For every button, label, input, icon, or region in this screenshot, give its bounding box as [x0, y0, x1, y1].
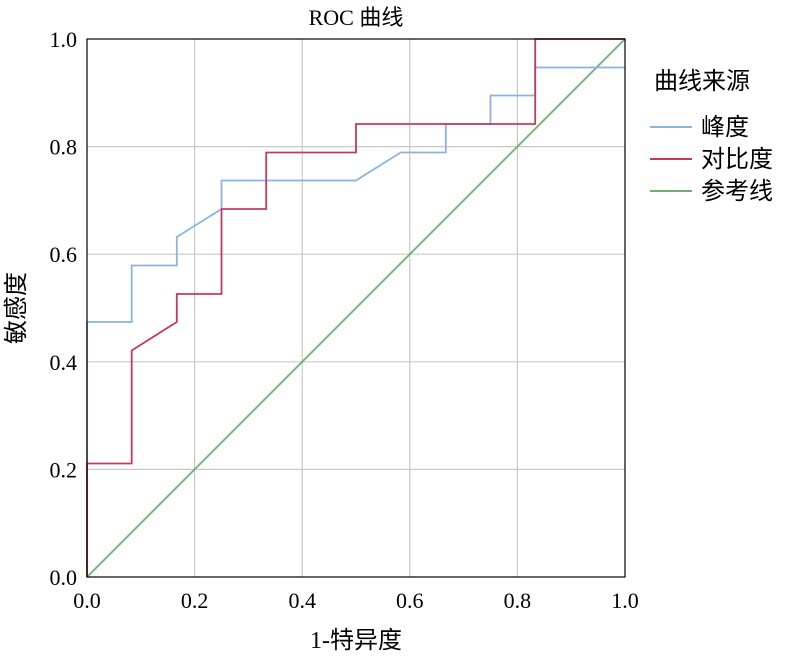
x-tick-label: 0.0 [73, 588, 101, 613]
series-line-1 [86, 38, 625, 577]
y-tick-label: 0.4 [50, 350, 78, 375]
legend-label: 峰度 [701, 114, 749, 141]
y-axis-title: 敏感度 [3, 272, 30, 344]
series-line-2 [86, 38, 626, 578]
x-tick-label: 0.4 [288, 588, 316, 613]
x-tick-label: 0.6 [396, 588, 424, 613]
x-axis-ticks: 0.0 0.2 0.4 0.6 0.8 1.0 [73, 588, 639, 613]
chart-title: ROC 曲线 [309, 5, 404, 30]
legend-label: 参考线 [701, 178, 773, 205]
y-tick-label: 0.0 [50, 565, 78, 590]
plot-frame [86, 38, 626, 578]
legend-title: 曲线来源 [654, 68, 750, 95]
y-tick-label: 0.6 [50, 242, 78, 267]
y-tick-label: 0.8 [50, 135, 78, 160]
x-tick-label: 1.0 [611, 588, 639, 613]
legend-label: 对比度 [701, 146, 773, 173]
y-axis-ticks: 0.0 0.2 0.4 0.6 0.8 1.0 [50, 27, 78, 590]
curves [86, 38, 626, 578]
x-tick-label: 0.2 [181, 588, 209, 613]
x-axis-title: 1-特异度 [310, 627, 402, 654]
series-line-0 [86, 66, 625, 577]
y-tick-label: 0.2 [50, 457, 78, 482]
x-tick-label: 0.8 [504, 588, 532, 613]
y-tick-label: 1.0 [50, 27, 78, 52]
